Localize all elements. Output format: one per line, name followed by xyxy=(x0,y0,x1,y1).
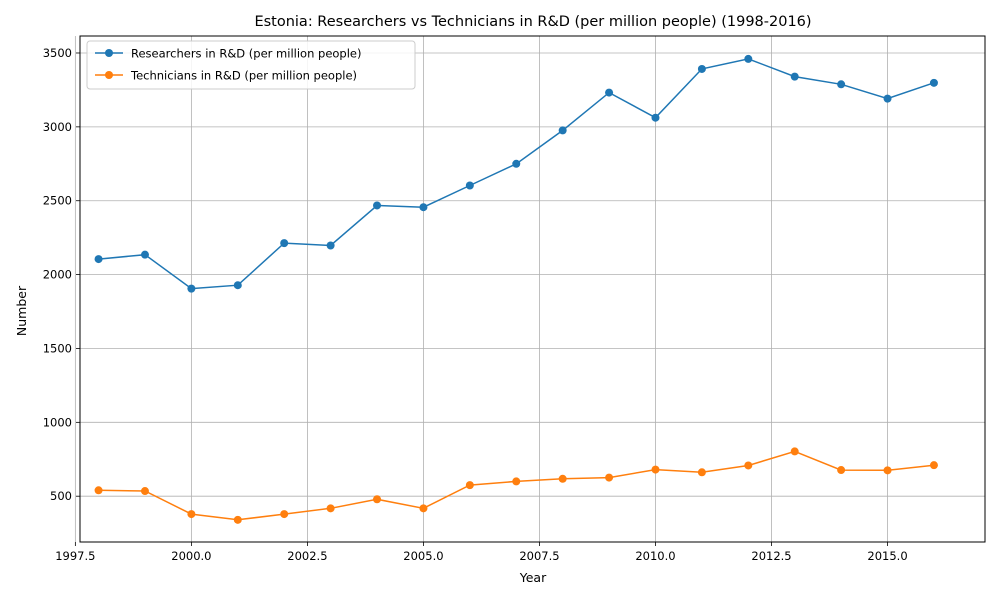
data-point xyxy=(558,126,567,135)
x-tick-label: 2005.0 xyxy=(403,549,443,563)
data-point xyxy=(373,201,382,210)
plot-area-frame xyxy=(79,35,986,543)
series-layer xyxy=(94,54,938,524)
data-point xyxy=(187,510,196,519)
data-point xyxy=(697,468,706,477)
data-point xyxy=(140,487,149,496)
data-point xyxy=(512,159,521,168)
y-tick-label: 2500 xyxy=(43,194,72,208)
x-tick-label: 1997.5 xyxy=(55,549,95,563)
data-point xyxy=(929,78,938,87)
data-point xyxy=(140,250,149,259)
data-point xyxy=(280,239,289,248)
legend-marker xyxy=(105,71,113,79)
y-tick-label: 3500 xyxy=(43,46,72,60)
x-tick-label: 2002.5 xyxy=(287,549,327,563)
data-point xyxy=(790,447,799,456)
y-axis-label: Number xyxy=(14,285,29,336)
legend-box xyxy=(86,40,416,90)
data-point xyxy=(837,466,846,475)
data-point xyxy=(465,181,474,190)
chart-title: Estonia: Researchers vs Technicians in R… xyxy=(254,14,811,30)
data-point xyxy=(605,88,614,97)
y-tick-label: 500 xyxy=(50,489,72,503)
data-point xyxy=(929,461,938,470)
data-point xyxy=(697,64,706,73)
data-point xyxy=(373,495,382,504)
x-axis: 1997.5 2000.0 2002.5 2005.0 2007.5 2010.0 2012… xyxy=(55,542,908,563)
data-point xyxy=(651,465,660,474)
y-axis: 500 1000 1500 2000 2500 3000 3500 xyxy=(43,46,80,503)
data-point xyxy=(837,80,846,89)
data-point xyxy=(744,54,753,63)
data-point xyxy=(326,504,335,513)
data-point xyxy=(558,474,567,483)
y-tick-label: 1000 xyxy=(43,415,72,429)
data-point xyxy=(512,477,521,486)
data-point xyxy=(326,241,335,250)
x-axis-label: Year xyxy=(519,570,547,585)
data-point xyxy=(651,113,660,122)
data-point xyxy=(233,281,242,290)
data-point xyxy=(605,473,614,482)
data-point xyxy=(883,94,892,103)
x-tick-label: 2015.0 xyxy=(867,549,907,563)
data-point xyxy=(187,284,196,293)
legend-label: Researchers in R&D (per million people) xyxy=(131,47,361,61)
data-point xyxy=(94,486,103,495)
x-tick-label: 2000.0 xyxy=(171,549,211,563)
x-tick-label: 2007.5 xyxy=(519,549,559,563)
legend-marker xyxy=(105,49,113,57)
data-point xyxy=(419,504,428,513)
y-tick-label: 3000 xyxy=(43,120,72,134)
x-tick-label: 2012.5 xyxy=(751,549,791,563)
data-point xyxy=(233,515,242,524)
data-point xyxy=(280,510,289,519)
y-tick-label: 2000 xyxy=(43,268,72,282)
data-point xyxy=(94,255,103,264)
y-tick-label: 1500 xyxy=(43,341,72,355)
data-point xyxy=(465,481,474,490)
data-point xyxy=(790,72,799,81)
data-point xyxy=(883,466,892,475)
data-point xyxy=(419,203,428,212)
data-point xyxy=(744,461,753,470)
legend: Researchers in R&D (per million people) T… xyxy=(86,40,416,90)
x-tick-label: 2010.0 xyxy=(635,549,675,563)
legend-label: Technicians in R&D (per million people) xyxy=(130,69,357,83)
